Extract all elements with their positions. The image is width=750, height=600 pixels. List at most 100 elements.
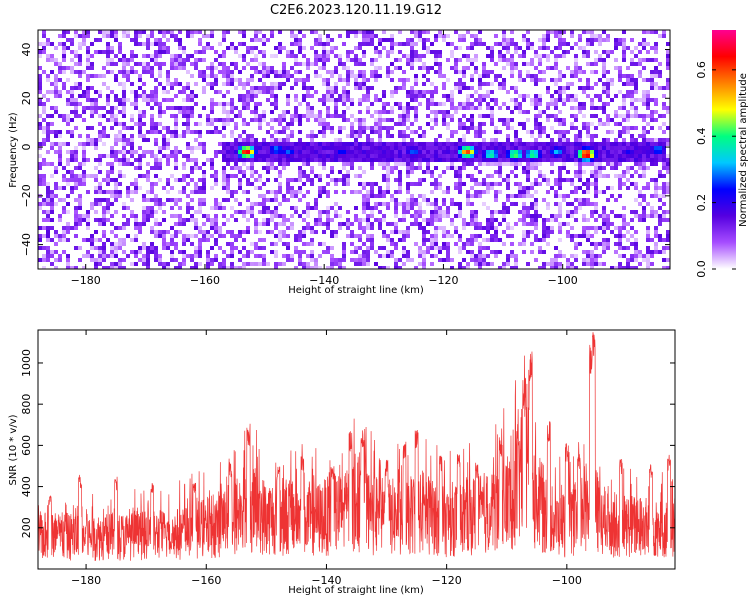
- heatmap-cell: [406, 258, 410, 262]
- heatmap-cell: [478, 266, 482, 269]
- heatmap-cell: [574, 98, 578, 102]
- heatmap-cell: [330, 50, 334, 54]
- heatmap-cell: [474, 98, 478, 102]
- heatmap-cell: [238, 98, 242, 102]
- heatmap-cell: [266, 218, 270, 222]
- heatmap-cell: [150, 250, 154, 254]
- heatmap-cell: [242, 34, 246, 38]
- heatmap-cell: [438, 182, 442, 186]
- heatmap-cell: [366, 254, 370, 258]
- heatmap-cell: [566, 230, 570, 234]
- heatmap-cell: [186, 122, 190, 126]
- heatmap-cell: [246, 166, 250, 170]
- heatmap-cell: [430, 254, 434, 258]
- heatmap-cell: [486, 82, 490, 86]
- heatmap-cell: [506, 50, 510, 54]
- heatmap-cell: [62, 198, 66, 202]
- heatmap-cell: [202, 202, 206, 206]
- heatmap-cell: [270, 94, 274, 98]
- heatmap-cell: [242, 94, 246, 98]
- heatmap-cell: [442, 234, 446, 238]
- heatmap-cell: [186, 54, 190, 58]
- heatmap-cell: [458, 182, 462, 186]
- heatmap-cell: [658, 114, 662, 118]
- heatmap-cell: [602, 138, 606, 142]
- heatmap-cell: [606, 186, 610, 190]
- heatmap-cell: [590, 102, 594, 106]
- heatmap-cell: [66, 266, 70, 269]
- heatmap-cell: [322, 54, 326, 58]
- heatmap-cell: [418, 54, 422, 58]
- heatmap-cell: [410, 222, 414, 226]
- heatmap-cell: [330, 178, 334, 182]
- heatmap-cell: [114, 114, 118, 118]
- heatmap-cell: [94, 50, 98, 54]
- heatmap-cell: [414, 78, 418, 82]
- heatmap-cell: [298, 166, 302, 170]
- heatmap-cell: [622, 126, 626, 130]
- heatmap-cell: [98, 134, 102, 138]
- heatmap-cell: [450, 118, 454, 122]
- heatmap-cell: [74, 178, 78, 182]
- heatmap-cell: [534, 182, 538, 186]
- heatmap-cell: [410, 206, 414, 210]
- heatmap-cell: [618, 146, 622, 150]
- heatmap-cell: [378, 138, 382, 142]
- heatmap-cell: [590, 158, 594, 162]
- heatmap-cell: [430, 98, 434, 102]
- heatmap-cell: [558, 134, 562, 138]
- heatmap-cell: [174, 146, 178, 150]
- heatmap-cell: [282, 66, 286, 70]
- heatmap-cell: [618, 154, 622, 158]
- heatmap-cell: [322, 242, 326, 246]
- heatmap-cell: [630, 134, 634, 138]
- heatmap-cell: [586, 234, 590, 238]
- heatmap-cell: [506, 174, 510, 178]
- heatmap-cell: [546, 46, 550, 50]
- heatmap-cell: [138, 122, 142, 126]
- heatmap-cell: [182, 50, 186, 54]
- heatmap-cell: [574, 154, 578, 158]
- x-tick-label: −180: [71, 574, 101, 587]
- heatmap-cell: [102, 234, 106, 238]
- heatmap-cell: [514, 86, 518, 90]
- heatmap-cell: [166, 158, 170, 162]
- heatmap-cell: [434, 254, 438, 258]
- heatmap-cell: [238, 110, 242, 114]
- heatmap-cell: [278, 202, 282, 206]
- heatmap-cell: [190, 146, 194, 150]
- heatmap-cell: [38, 166, 42, 170]
- heatmap-cell: [258, 122, 262, 126]
- heatmap-cell: [390, 230, 394, 234]
- heatmap-cell: [262, 114, 266, 118]
- heatmap-cell: [266, 166, 270, 170]
- heatmap-cell: [54, 242, 58, 246]
- heatmap-cell: [510, 142, 514, 146]
- heatmap-cell: [230, 266, 234, 269]
- heatmap-cell: [210, 110, 214, 114]
- heatmap-cell: [186, 202, 190, 206]
- heatmap-cell: [586, 78, 590, 82]
- heatmap-cell: [594, 194, 598, 198]
- heatmap-cell: [206, 238, 210, 242]
- heatmap-cell: [218, 90, 222, 94]
- heatmap-cell: [222, 222, 226, 226]
- heatmap-cell: [54, 82, 58, 86]
- heatmap-cell: [250, 50, 254, 54]
- heatmap-cell: [190, 98, 194, 102]
- heatmap-cell: [190, 242, 194, 246]
- heatmap-cell: [650, 46, 654, 50]
- heatmap-cell: [574, 62, 578, 66]
- heatmap-cell: [594, 38, 598, 42]
- heatmap-cell: [474, 210, 478, 214]
- heatmap-cell: [286, 198, 290, 202]
- heatmap-cell: [314, 42, 318, 46]
- heatmap-cell: [230, 206, 234, 210]
- heatmap-cell: [458, 266, 462, 269]
- heatmap-cell: [86, 34, 90, 38]
- heatmap-cell: [650, 178, 654, 182]
- heatmap-cell: [666, 234, 670, 238]
- heatmap-cell: [378, 202, 382, 206]
- heatmap-cell: [506, 258, 510, 262]
- heatmap-cell: [514, 98, 518, 102]
